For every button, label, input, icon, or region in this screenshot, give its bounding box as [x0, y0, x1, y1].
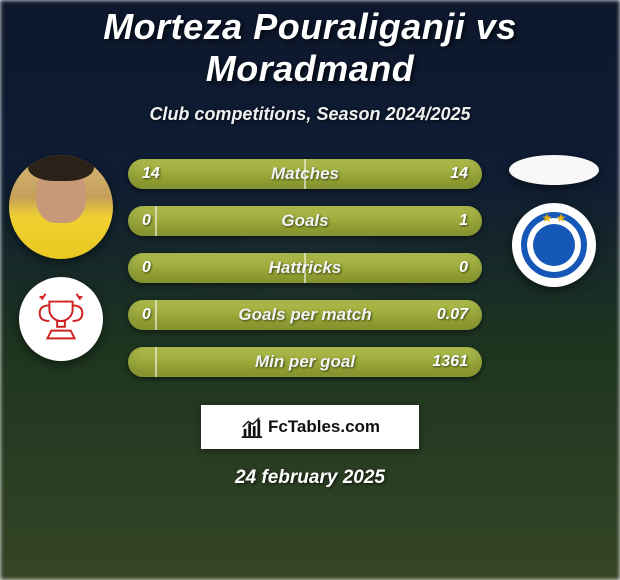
date-text: 24 february 2025	[0, 467, 620, 489]
stat-value-left: 0	[142, 259, 151, 277]
stat-label: Min per goal	[255, 352, 355, 372]
right-side	[494, 155, 614, 287]
subtitle: Club competitions, Season 2024/2025	[0, 104, 620, 125]
bar-chart-icon	[240, 416, 262, 438]
left-side	[6, 155, 116, 361]
logo-text: FcTables.com	[268, 417, 380, 437]
stat-bar: Goals per match 0 0.07	[128, 300, 482, 330]
content-root: Morteza Pouraliganji vs Moradmand Club c…	[0, 0, 620, 489]
right-club-crest	[512, 203, 596, 287]
stat-bar: Hattricks00	[128, 253, 482, 283]
stat-value-left: 0	[142, 306, 151, 324]
stat-value-right: 0.07	[437, 306, 468, 324]
stat-bar: Matches1414	[128, 159, 482, 189]
right-player-avatar	[509, 155, 599, 185]
stat-value-left: 14	[142, 165, 160, 183]
stat-bars: Matches1414Goals01Hattricks00Goals per m…	[116, 159, 494, 377]
stat-value-right: 1361	[432, 353, 468, 371]
stat-bar: Min per goal 1361	[128, 347, 482, 377]
comparison-main: Matches1414Goals01Hattricks00Goals per m…	[0, 155, 620, 377]
bar-separator	[304, 159, 306, 189]
bar-separator	[304, 253, 306, 283]
left-club-crest	[19, 277, 103, 361]
avatar-face-shape	[36, 165, 86, 223]
stat-label: Goals per match	[238, 305, 371, 325]
left-player-avatar	[9, 155, 113, 259]
stat-value-right: 0	[459, 259, 468, 277]
stat-value-right: 1	[459, 212, 468, 230]
stat-value-left: 0	[142, 212, 151, 230]
trophy-icon	[30, 288, 92, 350]
stat-label: Goals	[281, 211, 328, 231]
stat-value-right: 14	[450, 165, 468, 183]
fctables-logo[interactable]: FcTables.com	[201, 405, 419, 449]
bar-separator	[155, 206, 157, 236]
bar-separator	[155, 347, 157, 377]
page-title: Morteza Pouraliganji vs Moradmand	[0, 0, 620, 90]
bar-separator	[155, 300, 157, 330]
stat-bar: Goals 0 1	[128, 206, 482, 236]
